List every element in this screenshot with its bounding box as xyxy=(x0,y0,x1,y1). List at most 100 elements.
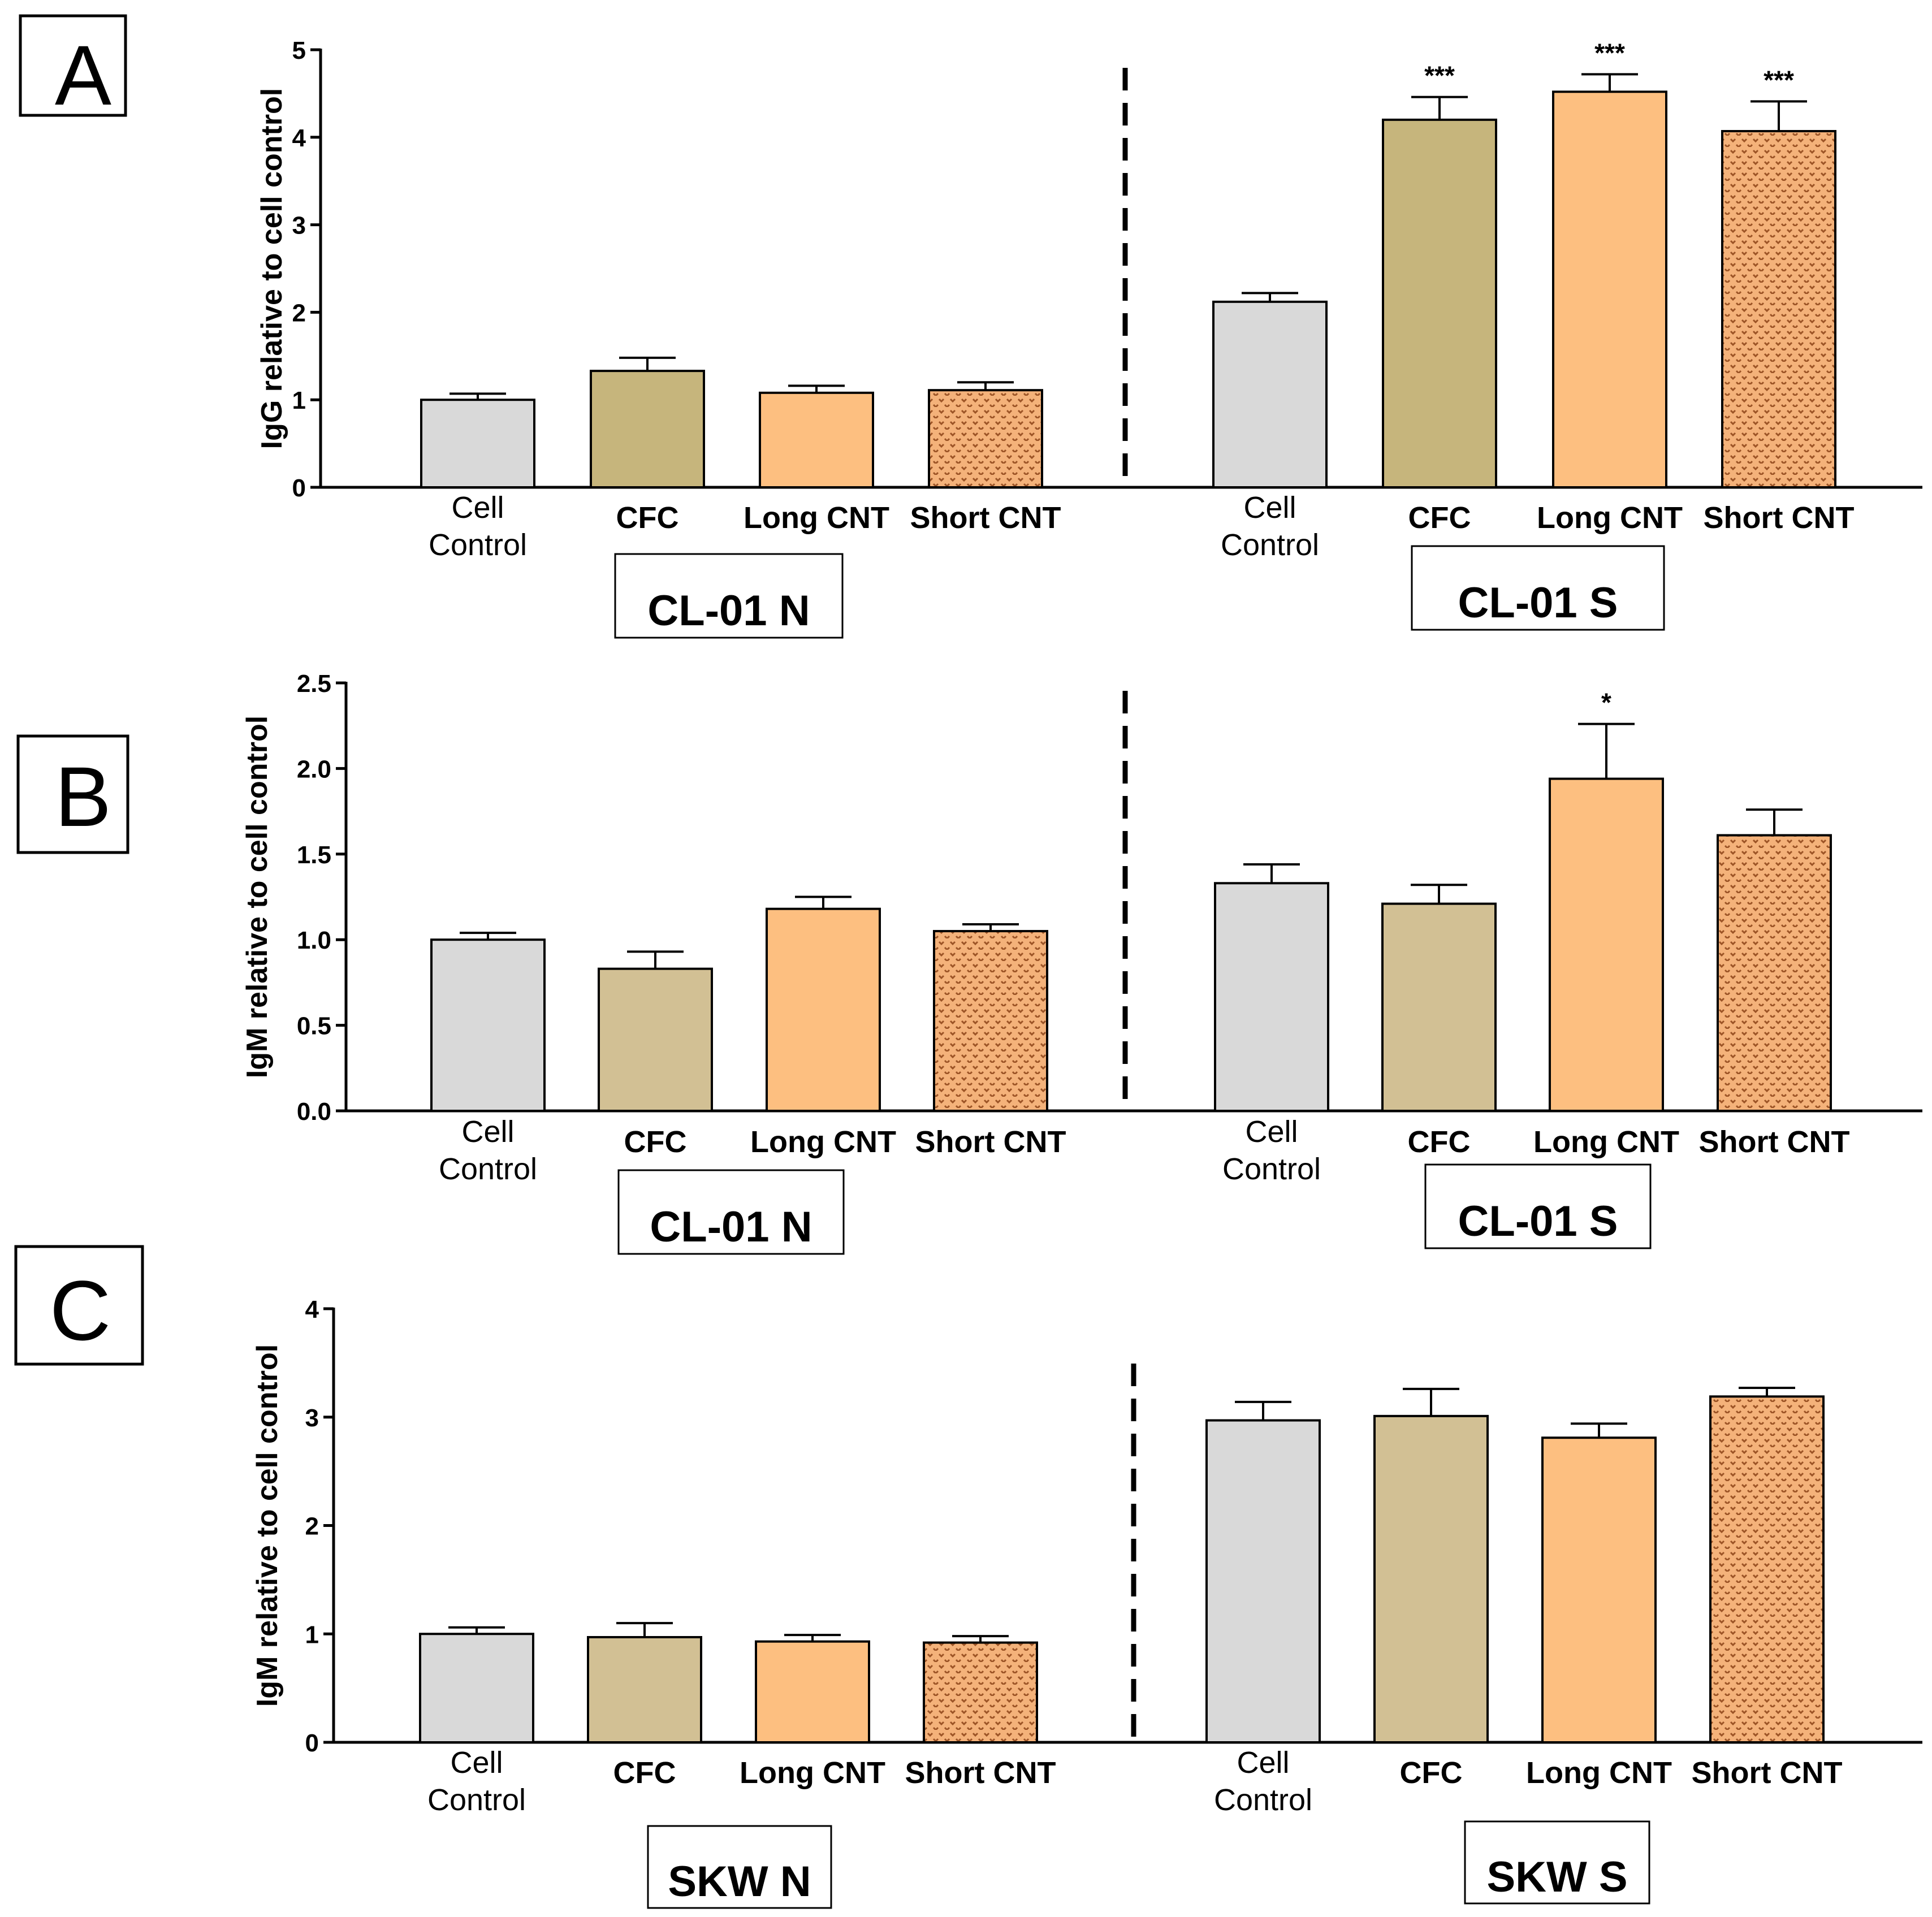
bar xyxy=(1214,882,1329,1112)
bar xyxy=(420,399,535,489)
category-label: CFC xyxy=(1408,1125,1471,1159)
y-tick-label: 3 xyxy=(305,1404,319,1432)
group-label-box xyxy=(1464,1820,1650,1905)
bar xyxy=(1381,902,1497,1113)
bar xyxy=(598,967,713,1113)
bar xyxy=(1382,118,1497,488)
category-label: Cell xyxy=(1237,1746,1289,1780)
category-label: Long CNT xyxy=(744,501,889,535)
bar xyxy=(1373,1414,1489,1743)
category-label: Control xyxy=(439,1152,537,1186)
panel-letter-box xyxy=(14,1245,144,1366)
group-label-box xyxy=(1411,545,1665,631)
bar xyxy=(928,389,1043,488)
bar xyxy=(1541,1436,1657,1744)
category-label: Long CNT xyxy=(1537,501,1683,535)
category-label: Short CNT xyxy=(1699,1125,1850,1159)
bar xyxy=(590,370,705,489)
y-tick-label: 3 xyxy=(292,212,306,240)
category-label: CFC xyxy=(613,1756,676,1790)
category-label: Control xyxy=(1221,528,1319,562)
category-label: Long CNT xyxy=(750,1125,896,1159)
bar xyxy=(1212,300,1328,488)
bar xyxy=(587,1636,702,1743)
significance-label: *** xyxy=(1764,65,1794,94)
category-label: Long CNT xyxy=(740,1756,885,1790)
category-label: Long CNT xyxy=(1533,1125,1679,1159)
y-tick-label: 1.5 xyxy=(297,841,331,869)
group-label: CL-01 N xyxy=(650,1203,812,1251)
category-label: Cell xyxy=(450,1746,503,1780)
y-tick-label: 0.0 xyxy=(297,1098,331,1126)
category-label: Short CNT xyxy=(1692,1756,1843,1790)
bar xyxy=(759,391,874,488)
y-tick-label: 5 xyxy=(292,37,306,64)
panel-letter-box xyxy=(16,734,129,854)
bar xyxy=(430,938,546,1112)
panel-b: B 0.0 0.5 1.0 1.5 2.0 2.5 IgM relative to cell … xyxy=(16,670,1922,1255)
group-label: SKW N xyxy=(668,1858,811,1906)
bar xyxy=(923,1641,1038,1744)
category-label: Short CNT xyxy=(1704,501,1855,535)
panel-letter: A xyxy=(55,28,111,123)
category-label: Long CNT xyxy=(1526,1756,1672,1790)
y-axis-label: IgG relative to cell control xyxy=(256,88,288,449)
group-label: CL-01 S xyxy=(1458,1197,1618,1245)
category-label: Control xyxy=(429,528,527,562)
bar xyxy=(1721,129,1836,489)
significance-label: *** xyxy=(1594,38,1625,67)
y-tick-label: 0 xyxy=(292,474,306,502)
group-label: SKW S xyxy=(1486,1853,1627,1901)
group-label-box xyxy=(617,1169,845,1255)
category-label: Cell xyxy=(1245,1115,1298,1149)
group-label-box xyxy=(647,1825,832,1909)
group-label: CL-01 N xyxy=(647,587,810,635)
significance-label: *** xyxy=(1424,61,1455,90)
y-axis-label: IgM relative to cell control xyxy=(251,1344,284,1707)
y-tick-label: 1.0 xyxy=(297,927,331,954)
y-tick-label: 4 xyxy=(292,124,306,152)
y-tick-label: 4 xyxy=(305,1296,319,1323)
panel-letter: C xyxy=(50,1263,111,1358)
significance-label: * xyxy=(1601,688,1611,717)
category-label: Short CNT xyxy=(910,501,1061,535)
y-tick-label: 1 xyxy=(305,1621,319,1648)
bar xyxy=(1552,90,1667,488)
y-axis-label: IgM relative to cell control xyxy=(241,716,274,1078)
bar xyxy=(766,907,881,1113)
panel-letter-box xyxy=(19,14,127,117)
y-tick-label: 2.5 xyxy=(297,670,331,698)
category-label: CFC xyxy=(616,501,679,535)
group-label-box xyxy=(1424,1163,1652,1249)
category-label: CFC xyxy=(1408,501,1471,535)
y-tick-label: 1 xyxy=(292,387,306,414)
category-label: CFC xyxy=(624,1125,687,1159)
bar xyxy=(1717,834,1832,1112)
group-label: CL-01 S xyxy=(1458,579,1618,627)
group-label-box xyxy=(614,553,844,639)
y-tick-label: 2.0 xyxy=(297,755,331,783)
y-tick-label: 2 xyxy=(305,1513,319,1540)
bar xyxy=(933,930,1048,1113)
category-label: Short CNT xyxy=(905,1756,1056,1790)
category-label: Cell xyxy=(1243,491,1296,525)
bar xyxy=(1709,1395,1825,1743)
category-label: Cell xyxy=(461,1115,514,1149)
bar xyxy=(755,1640,870,1744)
bar xyxy=(419,1633,534,1743)
category-label: Control xyxy=(427,1783,526,1817)
category-label: Control xyxy=(1214,1783,1312,1817)
y-tick-label: 2 xyxy=(292,299,306,327)
category-label: Cell xyxy=(451,491,504,525)
category-label: CFC xyxy=(1400,1756,1463,1790)
bar xyxy=(1205,1419,1321,1743)
